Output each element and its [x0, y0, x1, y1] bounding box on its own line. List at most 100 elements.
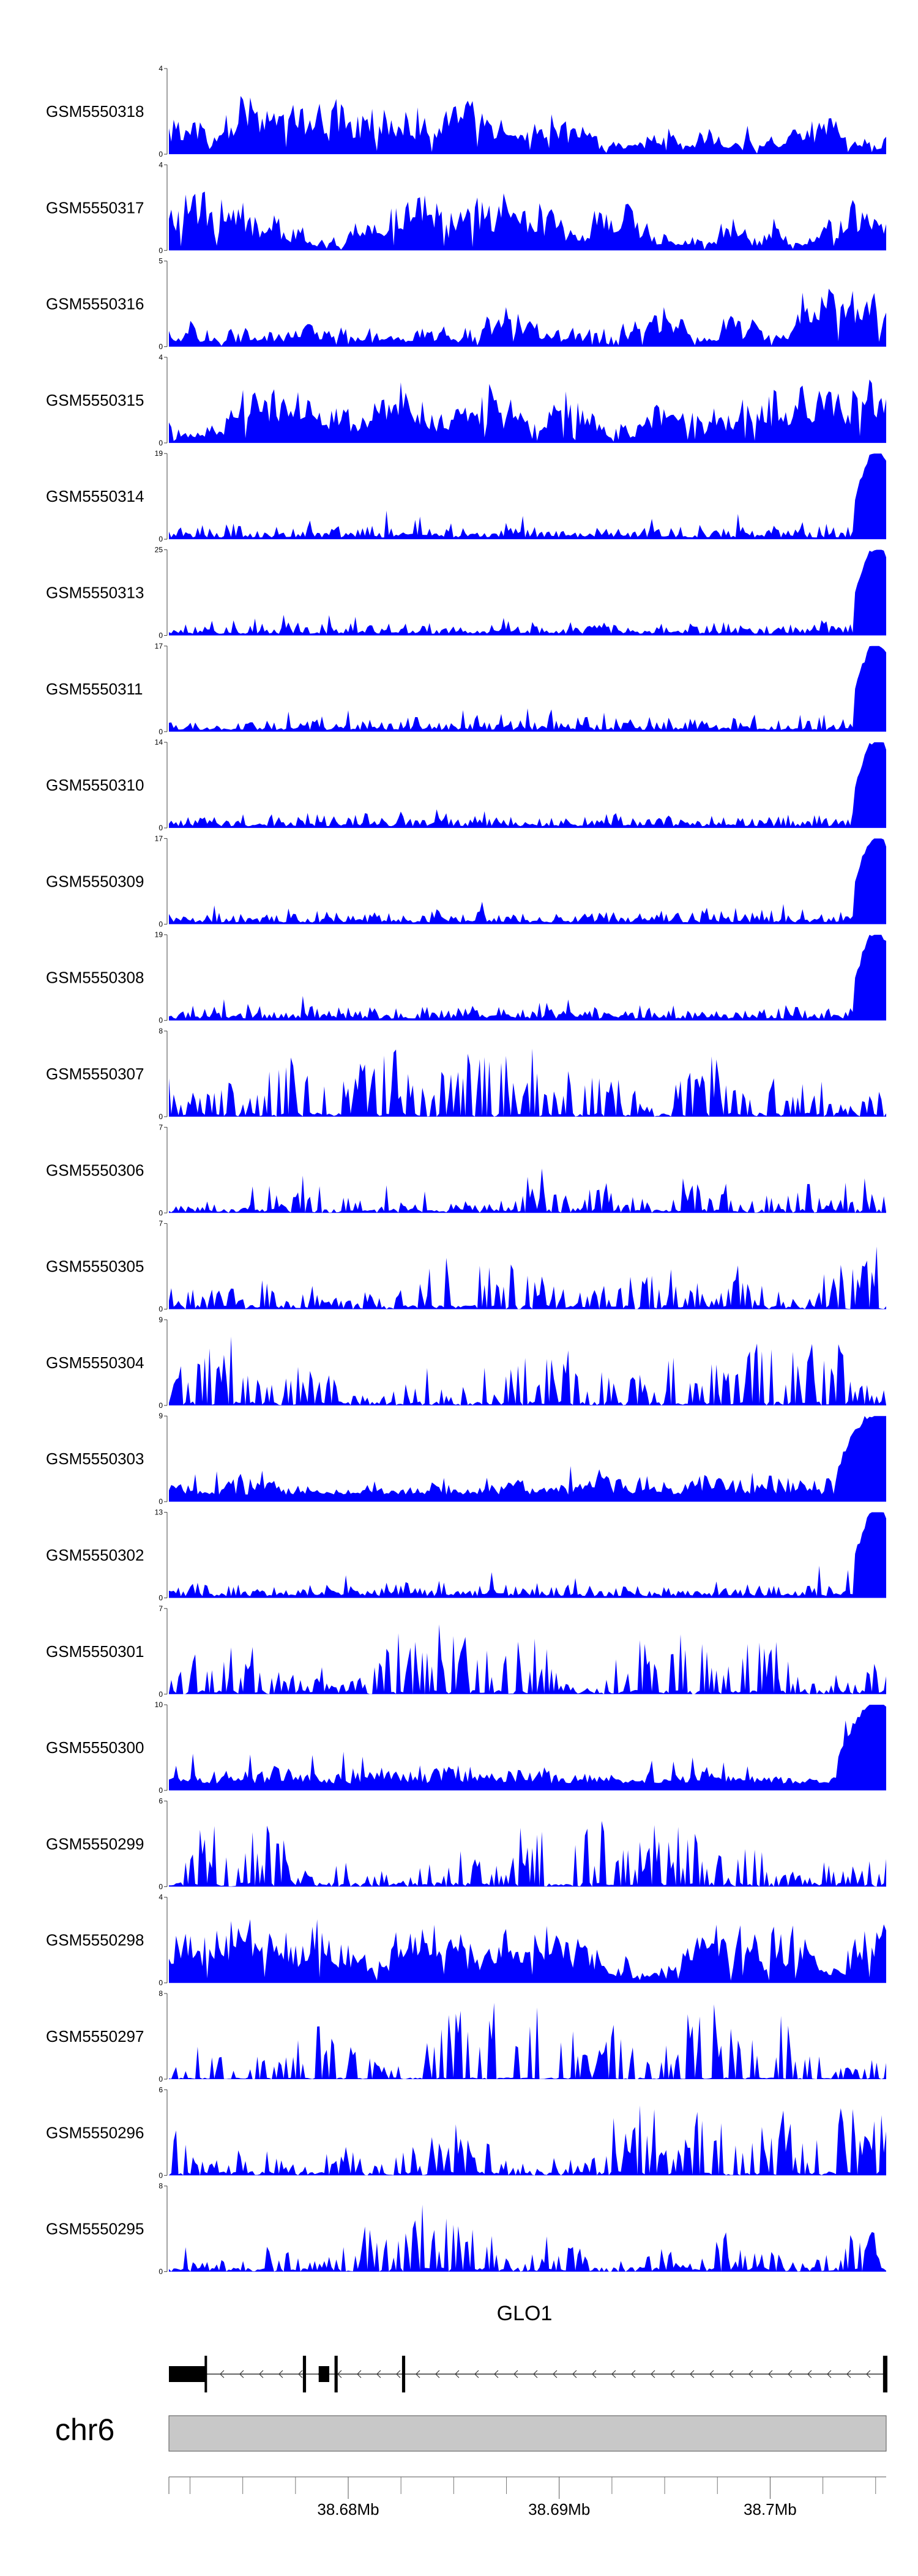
- strand-chevron: [729, 2370, 734, 2378]
- strand-chevron: [846, 2370, 851, 2378]
- strand-chevron: [376, 2370, 381, 2378]
- track-label: GSM5550295: [46, 2220, 144, 2238]
- track-y-tick-label: 0: [159, 2171, 163, 2180]
- coverage-area: [169, 453, 886, 540]
- track-label: GSM5550301: [46, 1642, 144, 1661]
- strand-chevron: [611, 2370, 616, 2378]
- track-y-tick-label: 14: [155, 738, 163, 746]
- track-y-tick-label: 13: [155, 1508, 163, 1517]
- coverage-area: [169, 379, 886, 443]
- strand-chevron: [651, 2370, 655, 2378]
- strand-chevron: [239, 2370, 244, 2378]
- track-y-tick-label: 17: [155, 834, 163, 843]
- track-GSM5550296: GSM5550296 6 0: [46, 2085, 886, 2180]
- track-label: GSM5550314: [46, 487, 144, 505]
- strand-chevron: [670, 2370, 675, 2378]
- strand-chevron: [494, 2370, 499, 2378]
- track-GSM5550313: GSM5550313 25 0: [46, 546, 886, 640]
- strand-chevron: [220, 2370, 225, 2378]
- track-y-tick-label: 0: [159, 343, 163, 351]
- strand-chevron: [513, 2370, 518, 2378]
- track-y-tick-label: 0: [159, 1305, 163, 1314]
- track-GSM5550308: GSM5550308 19 0: [46, 931, 886, 1025]
- coverage-area: [169, 1821, 886, 1887]
- strand-chevron: [455, 2370, 460, 2378]
- track-label: GSM5550311: [46, 680, 143, 698]
- track-y-tick-label: 19: [155, 449, 163, 458]
- track-y-tick-label: 4: [159, 353, 163, 362]
- track-y-tick-label: 0: [159, 246, 163, 255]
- track-y-tick-label: 4: [159, 64, 163, 73]
- coverage-area: [169, 1919, 886, 1983]
- gene-exon: [169, 2366, 206, 2382]
- track-y-tick-label: 17: [155, 642, 163, 650]
- strand-chevron: [337, 2370, 342, 2378]
- strand-chevron: [866, 2370, 871, 2378]
- coverage-area: [169, 549, 886, 636]
- strand-chevron: [631, 2370, 636, 2378]
- track-y-tick-label: 0: [159, 535, 163, 543]
- track-y-tick-label: 5: [159, 257, 163, 266]
- track-GSM5550298: GSM5550298 4 0: [46, 1893, 886, 1987]
- track-GSM5550305: GSM5550305 7 0: [46, 1219, 886, 1314]
- strand-chevron: [572, 2370, 577, 2378]
- track-label: GSM5550317: [46, 198, 144, 217]
- coverage-area: [169, 2205, 886, 2272]
- track-label: GSM5550315: [46, 391, 144, 409]
- gene-track: GLO1: [169, 2302, 887, 2392]
- strand-chevron: [259, 2370, 264, 2378]
- track-label: GSM5550306: [46, 1161, 144, 1179]
- track-y-tick-label: 0: [159, 150, 163, 158]
- x-axis-tick-label: 38.7Mb: [744, 2500, 797, 2518]
- track-y-tick-label: 4: [159, 1893, 163, 1902]
- coverage-area: [169, 934, 886, 1021]
- track-y-tick-label: 0: [159, 1497, 163, 1506]
- coverage-area: [169, 288, 886, 347]
- coverage-area: [169, 2003, 886, 2079]
- track-y-tick-label: 0: [159, 1112, 163, 1121]
- gene-exon-cap: [204, 2356, 207, 2392]
- track-label: GSM5550298: [46, 1931, 144, 1949]
- track-y-tick-label: 7: [159, 1219, 163, 1228]
- track-GSM5550310: GSM5550310 14 0: [46, 738, 886, 832]
- track-label: GSM5550302: [46, 1546, 144, 1565]
- track-y-tick-label: 0: [159, 920, 163, 928]
- track-y-tick-label: 9: [159, 1412, 163, 1420]
- coverage-area: [169, 1336, 886, 1405]
- strand-chevron: [553, 2370, 558, 2378]
- track-y-tick-label: 8: [159, 1027, 163, 1035]
- track-label: GSM5550303: [46, 1450, 144, 1468]
- strand-chevron: [788, 2370, 793, 2378]
- track-y-tick-label: 7: [159, 1604, 163, 1613]
- gene-model-glo1: [169, 2356, 887, 2392]
- chromosome-ideogram-bar: [168, 2415, 887, 2452]
- track-GSM5550300: GSM5550300 10 0: [46, 1700, 886, 1795]
- track-label: GSM5550297: [46, 2027, 144, 2046]
- track-label: GSM5550304: [46, 1353, 144, 1372]
- strand-chevron: [278, 2370, 283, 2378]
- coverage-area: [169, 838, 886, 925]
- track-GSM5550314: GSM5550314 19 0: [46, 449, 886, 543]
- track-label: GSM5550313: [46, 584, 144, 602]
- strand-chevron: [827, 2370, 832, 2378]
- track-GSM5550315: GSM5550315 4 0: [46, 353, 886, 447]
- coverage-area: [169, 2105, 886, 2176]
- strand-chevron: [298, 2370, 303, 2378]
- coverage-area: [169, 742, 886, 828]
- strand-chevron: [592, 2370, 597, 2378]
- coverage-tracks: GSM555031840GSM555031740GSM555031650GSM5…: [46, 64, 886, 2276]
- track-GSM5550318: GSM5550318 4 0: [46, 64, 886, 158]
- gene-label-glo1: GLO1: [497, 2302, 553, 2325]
- coverage-area: [169, 95, 886, 154]
- strand-chevron: [474, 2370, 479, 2378]
- track-y-tick-label: 8: [159, 1989, 163, 1998]
- track-label: GSM5550316: [46, 295, 144, 313]
- track-y-tick-label: 0: [159, 2268, 163, 2276]
- track-y-tick-label: 0: [159, 1208, 163, 1217]
- track-GSM5550309: GSM5550309 17 0: [46, 834, 886, 928]
- gene-exon: [318, 2366, 329, 2382]
- coverage-area: [169, 1168, 886, 1213]
- track-y-tick-label: 0: [159, 1690, 163, 1699]
- track-y-tick-label: 0: [159, 824, 163, 832]
